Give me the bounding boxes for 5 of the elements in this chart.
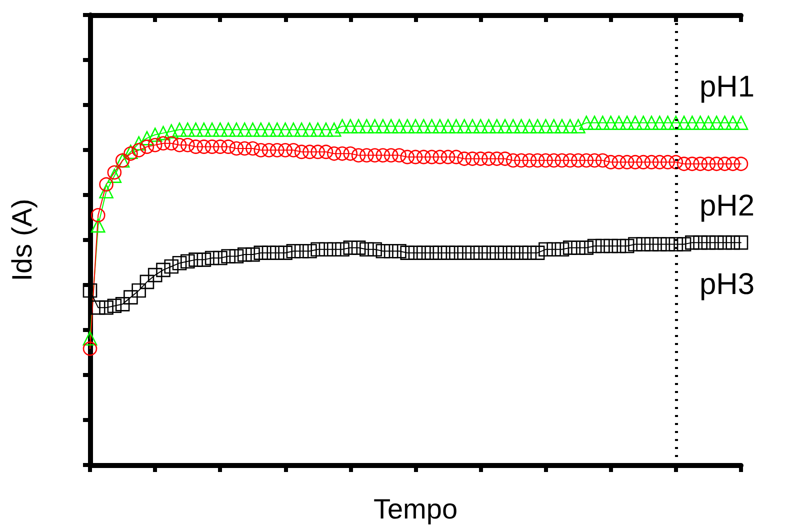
series-label: pH2: [699, 189, 755, 222]
y-axis-title: Ids (A): [6, 198, 38, 282]
x-axis-title: Tempo: [373, 494, 458, 524]
series-label: pH3: [699, 268, 755, 302]
series-label: pH1: [699, 70, 755, 104]
